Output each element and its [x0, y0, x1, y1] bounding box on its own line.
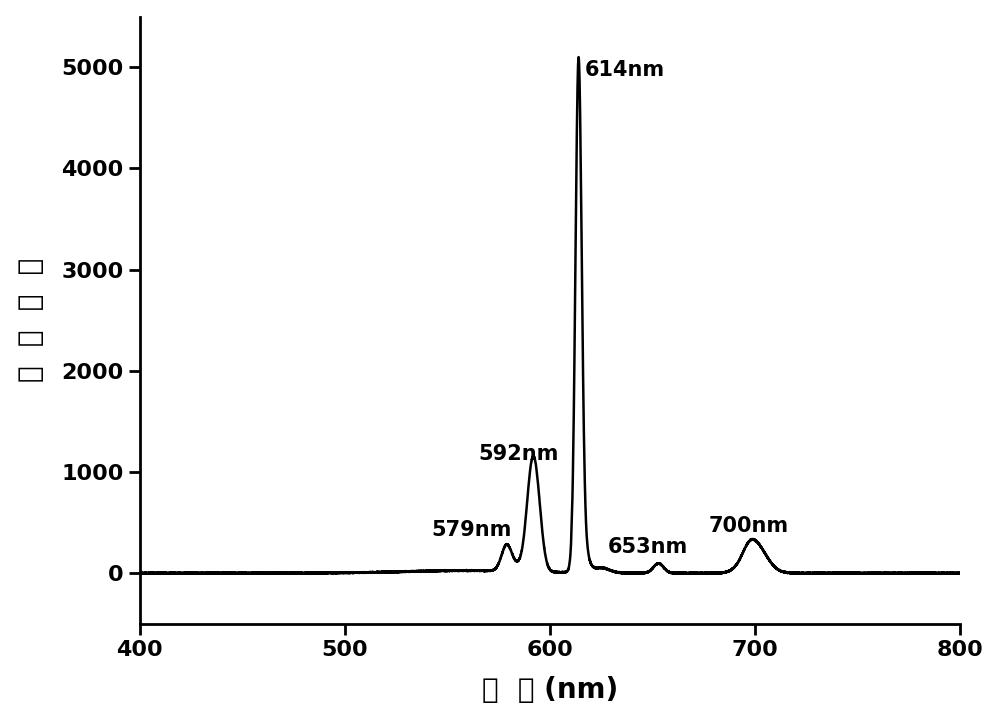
- Text: 614nm: 614nm: [585, 61, 665, 81]
- Text: 653nm: 653nm: [608, 537, 688, 557]
- Text: 579nm: 579nm: [432, 520, 512, 540]
- X-axis label: 波  长 (nm): 波 长 (nm): [482, 676, 618, 704]
- Y-axis label: 发  光  强  度: 发 光 强 度: [17, 258, 45, 382]
- Text: 700nm: 700nm: [709, 516, 789, 536]
- Text: 592nm: 592nm: [479, 444, 559, 464]
